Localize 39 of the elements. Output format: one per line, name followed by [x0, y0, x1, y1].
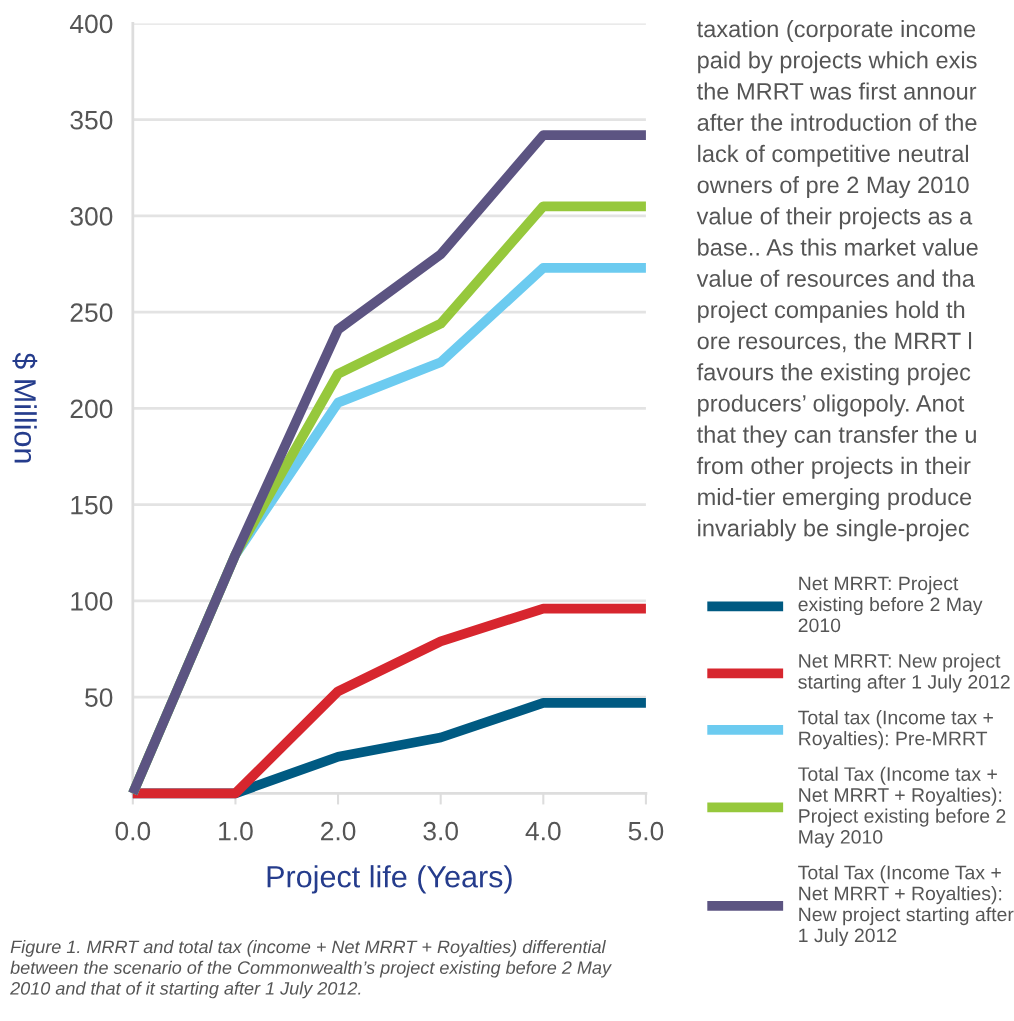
caption: Figure 1. MRRT and total tax (income + Net MRRT + Royalties) differential between the scenario of the Commonwealth’s project existing before 2 May 2010 and that of it starting after 1 July 2012. [10, 940, 612, 999]
text: mid-tier emerging produce [698, 488, 972, 511]
text: favours the existing projec [696, 363, 971, 386]
x-tick-label: 0.0 [115, 821, 151, 841]
x-tick-label: 2.0 [321, 821, 356, 841]
text: after the introduction of the [697, 113, 977, 131]
legend-label: Total Tax (Income tax + Net MRRT + Royalties): Project existing before 2 May 2010 [798, 766, 1006, 848]
text: value of resources and tha [696, 269, 975, 287]
legend-label: Total Tax (Income Tax + Net MRRT + Royalties): New project starting after 1 July 2012 [798, 865, 1014, 947]
text: ore resources, the MRRT l [697, 332, 972, 353]
text: owners of pre 2 May 2010 [697, 176, 969, 199]
text: that they can transfer the u [696, 425, 976, 448]
text: base.. As this market value [698, 238, 978, 256]
text: taxation (corporate income [696, 20, 976, 43]
y-tick-label: 350 [70, 110, 113, 130]
x-tick-label: 5.0 [628, 821, 664, 841]
text: invariably be single-projec [698, 519, 969, 542]
y-tick-label: 200 [70, 399, 113, 419]
text: lack of competitive neutral [698, 144, 969, 167]
legend-label: Net MRRT: Project existing before 2 May 2010 [798, 576, 983, 633]
text: paid by projects which exis [698, 51, 977, 74]
y-tick-label: 100 [71, 591, 113, 611]
x-tick-label: 1.0 [219, 821, 253, 841]
y-tick-label: 150 [71, 495, 113, 515]
y-tick-label: 50 [85, 688, 113, 707]
legend-label: Net MRRT: New project starting after 1 July 2012 [798, 653, 1010, 693]
y-axis-title: $ Million [12, 352, 38, 463]
text: producers’ oligopoly. Anot [698, 394, 965, 417]
text: project companies hold th [698, 300, 965, 323]
y-tick-label: 250 [70, 303, 113, 322]
y-tick-label: 400 [69, 14, 113, 34]
x-tick-label: 4.0 [525, 821, 561, 841]
x-axis-title: Project life (Years) [267, 865, 512, 894]
y-tick-label: 300 [70, 207, 113, 226]
x-tick-label: 3.0 [423, 821, 458, 841]
legend-label: Total tax (Income tax + Royalties): Pre-MRRT [798, 710, 993, 750]
text: from other projects in their [696, 456, 971, 479]
text: value of their projects as a [696, 207, 973, 230]
text: the MRRT was first annour [696, 82, 977, 100]
